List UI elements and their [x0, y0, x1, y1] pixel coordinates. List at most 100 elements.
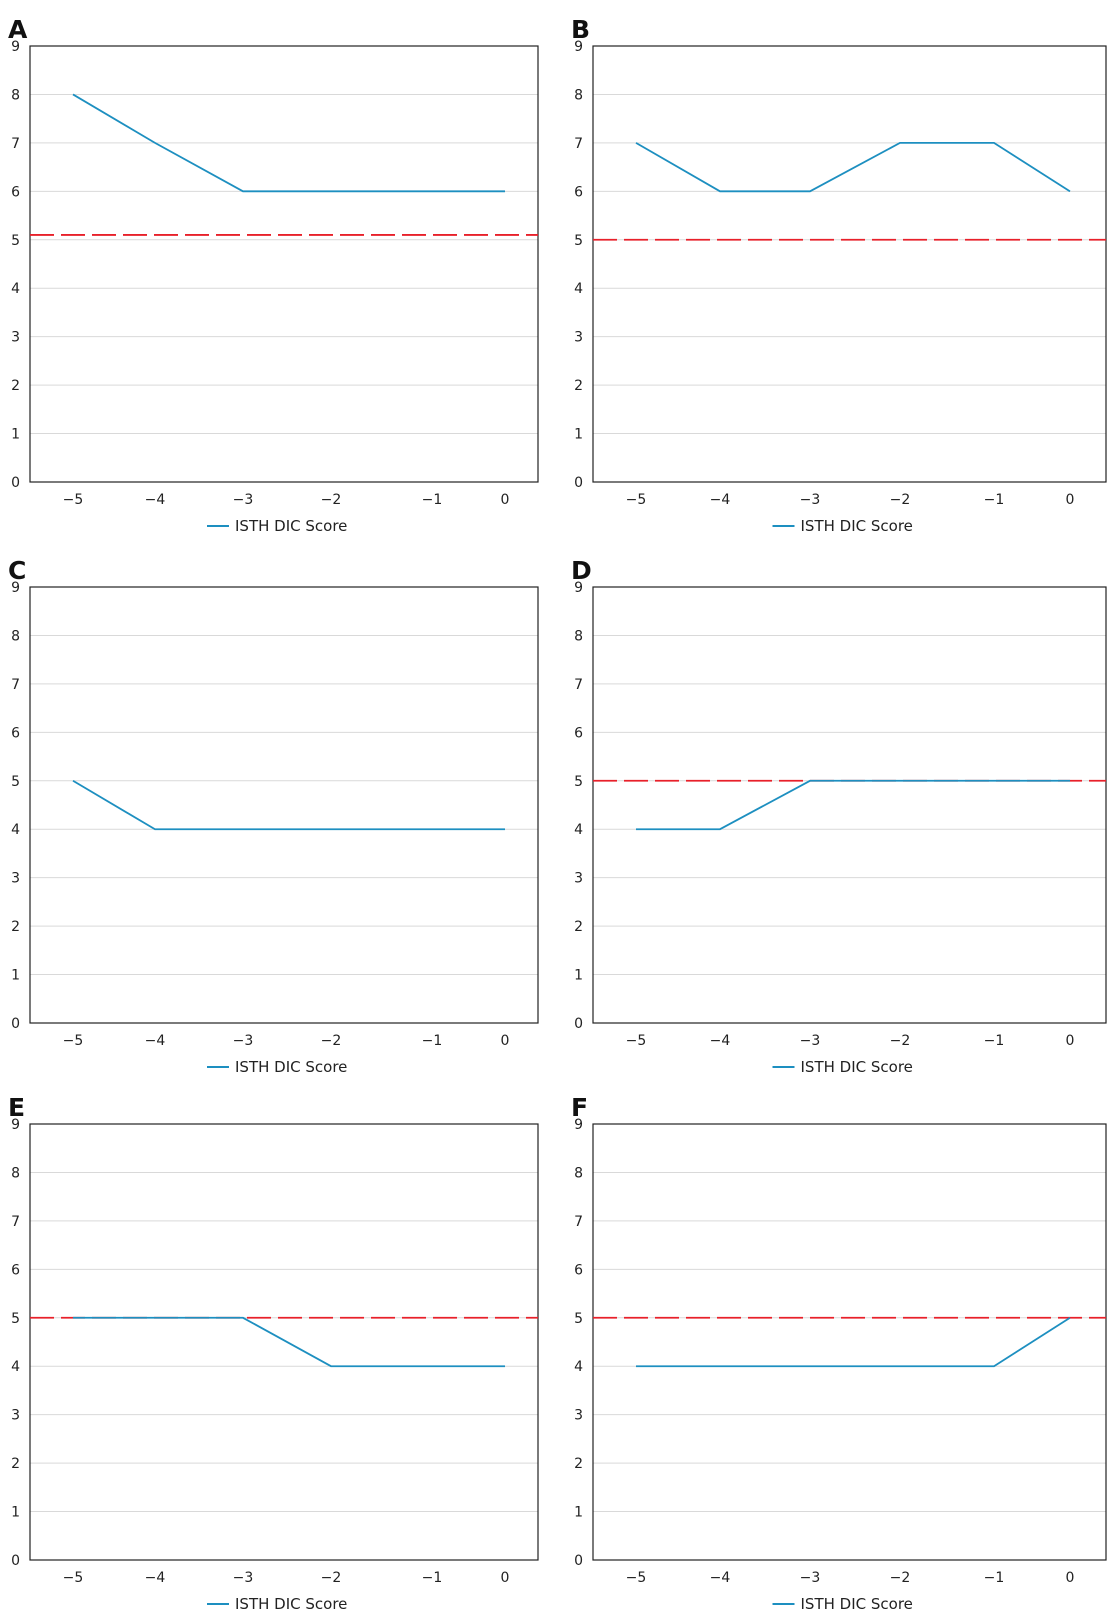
series-line: [636, 779, 1070, 831]
x-tick-label: −5: [626, 1570, 647, 1586]
panel-f: F 0 1 2 3 4 5 6 7 8 9 −5 −4 −3 −2 −1 0 ISTH DIC Score: [571, 1093, 1107, 1613]
y-tick-label: 7: [574, 136, 583, 152]
x-tick-label: 0: [501, 492, 510, 508]
plot-frame: [592, 1123, 1107, 1561]
y-tick-label: 4: [574, 281, 583, 297]
panel-label: F: [571, 1093, 588, 1122]
legend-label: ISTH DIC Score: [235, 1595, 347, 1613]
y-tick-label: 4: [574, 1359, 583, 1375]
y-tick-label: 2: [574, 919, 583, 935]
series-line: [72, 93, 505, 193]
y-tick-label: 5: [574, 233, 583, 249]
y-tick-label: 0: [11, 1553, 20, 1569]
y-tick-label: 6: [11, 184, 20, 200]
y-tick-label: 3: [574, 330, 583, 346]
x-tick-label: −1: [984, 492, 1005, 508]
y-tick-label: 8: [11, 1165, 20, 1181]
panel-c: C 0 1 2 3 4 5 6 7 8 9 −5 −4 −3 −2 −1 0 ISTH DIC Score: [8, 556, 539, 1076]
y-tick-label: 8: [11, 87, 20, 103]
x-tick-label: −1: [422, 492, 443, 508]
plot-frame: [592, 586, 1107, 1024]
y-tick-label: 3: [574, 1408, 583, 1424]
series-line: [636, 1317, 1071, 1368]
panel-label: C: [8, 556, 26, 585]
y-tick-label: 1: [574, 427, 583, 443]
x-tick-label: −4: [710, 1033, 731, 1049]
y-tick-label: 6: [11, 725, 20, 741]
y-tick-label: 2: [574, 1456, 583, 1472]
y-tick-label: 9: [11, 580, 20, 596]
y-tick-label: 2: [11, 378, 20, 394]
y-tick-label: 6: [574, 1262, 583, 1278]
legend-label: ISTH DIC Score: [801, 1058, 913, 1076]
x-tick-label: −4: [145, 1570, 166, 1586]
x-tick-label: −2: [321, 492, 342, 508]
series-line: [635, 141, 1071, 193]
x-tick-label: −4: [710, 492, 731, 508]
x-tick-label: −4: [145, 1033, 166, 1049]
x-tick-label: −1: [422, 1033, 443, 1049]
x-tick-label: 0: [1066, 1570, 1075, 1586]
y-tick-label: 0: [11, 1016, 20, 1032]
x-tick-label: −2: [890, 492, 911, 508]
legend-label: ISTH DIC Score: [235, 517, 347, 535]
y-tick-label: 1: [574, 968, 583, 984]
y-tick-label: 5: [574, 774, 583, 790]
panel-label: A: [8, 15, 28, 44]
y-tick-label: 2: [11, 1456, 20, 1472]
x-tick-label: −2: [890, 1033, 911, 1049]
x-tick-label: −5: [63, 492, 84, 508]
y-tick-label: 5: [574, 1311, 583, 1327]
series-line: [73, 1316, 505, 1368]
legend-label: ISTH DIC Score: [801, 517, 913, 535]
y-tick-label: 0: [574, 1016, 583, 1032]
series-line: [72, 780, 505, 831]
x-tick-label: −5: [63, 1033, 84, 1049]
y-tick-label: 8: [574, 1165, 583, 1181]
y-tick-label: 6: [574, 184, 583, 200]
y-tick-label: 7: [574, 677, 583, 693]
y-tick-label: 9: [11, 1117, 20, 1133]
y-tick-label: 1: [11, 968, 20, 984]
y-tick-label: 8: [574, 628, 583, 644]
y-tick-label: 1: [574, 1505, 583, 1521]
x-tick-label: −1: [984, 1033, 1005, 1049]
y-tick-label: 0: [11, 475, 20, 491]
x-tick-label: 0: [1066, 492, 1075, 508]
y-tick-label: 1: [11, 427, 20, 443]
y-tick-label: 3: [574, 871, 583, 887]
x-tick-label: 0: [1066, 1033, 1075, 1049]
y-tick-label: 9: [574, 580, 583, 596]
plot-frame: [29, 1123, 539, 1561]
y-tick-label: 6: [11, 1262, 20, 1278]
x-tick-label: −4: [145, 492, 166, 508]
y-tick-label: 1: [11, 1505, 20, 1521]
y-tick-label: 0: [574, 475, 583, 491]
y-tick-label: 3: [11, 871, 20, 887]
y-tick-label: 5: [11, 233, 20, 249]
x-tick-label: −5: [626, 492, 647, 508]
panel-label: E: [8, 1093, 25, 1122]
panel-label: D: [571, 556, 592, 585]
y-tick-label: 0: [574, 1553, 583, 1569]
panel-e: E 0 1 2 3 4 5 6 7 8 9 −5 −4 −3 −2 −1 0 ISTH DIC Score: [8, 1093, 539, 1613]
panel-label: B: [571, 15, 590, 44]
x-tick-label: −2: [321, 1033, 342, 1049]
y-tick-label: 5: [11, 774, 20, 790]
y-tick-label: 4: [574, 822, 583, 838]
y-tick-label: 5: [11, 1311, 20, 1327]
x-tick-label: −1: [422, 1570, 443, 1586]
x-tick-label: −3: [800, 492, 821, 508]
x-tick-label: −3: [800, 1570, 821, 1586]
y-tick-label: 8: [11, 628, 20, 644]
y-tick-label: 4: [11, 281, 20, 297]
y-tick-label: 8: [574, 87, 583, 103]
x-tick-label: −5: [63, 1570, 84, 1586]
x-tick-label: −2: [890, 1570, 911, 1586]
y-tick-label: 9: [574, 1117, 583, 1133]
x-tick-label: −3: [233, 1570, 254, 1586]
x-tick-label: −5: [626, 1033, 647, 1049]
x-tick-label: −2: [321, 1570, 342, 1586]
x-tick-label: −1: [984, 1570, 1005, 1586]
legend-label: ISTH DIC Score: [801, 1595, 913, 1613]
